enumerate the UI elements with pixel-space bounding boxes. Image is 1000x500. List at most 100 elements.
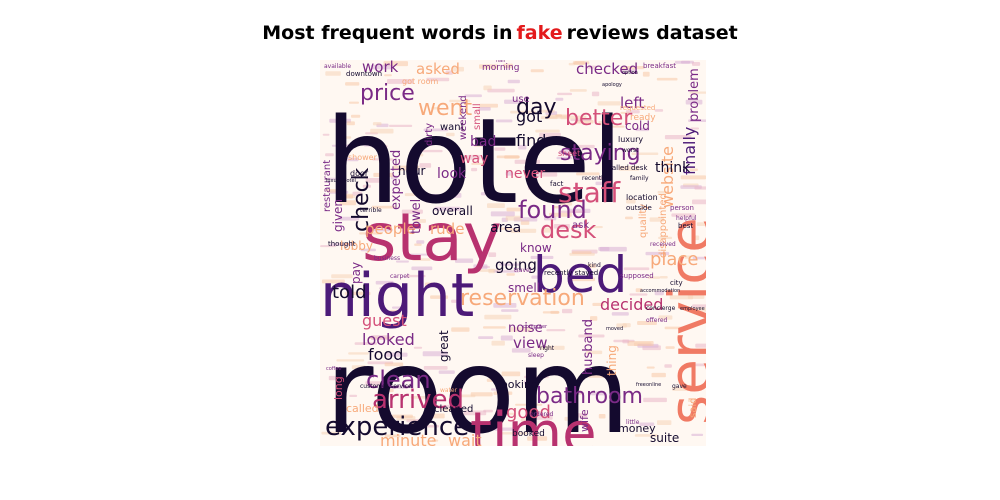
word-rude: rude [430, 220, 464, 238]
word-cloud: hotel room stay night time service bed check sta… [320, 60, 706, 446]
word-never: never [505, 166, 545, 182]
word-location: location [626, 193, 658, 202]
word-reservation: reservation [460, 286, 585, 311]
word-hour: hour [398, 164, 426, 178]
word-look: look [437, 166, 467, 182]
word-people: people [365, 220, 416, 238]
word-clean: clean [366, 366, 431, 394]
word-moved: moved [606, 326, 623, 332]
word-kind: kind [588, 262, 601, 269]
word-looked: looked [362, 330, 415, 349]
word-worst: worst [622, 147, 639, 154]
title-suffix: reviews dataset [566, 22, 738, 44]
word-quality: quality [638, 204, 649, 238]
word-know: know [520, 241, 552, 255]
word-night: night [320, 261, 474, 331]
word-good: good [506, 402, 551, 423]
word-thought: thought [328, 240, 356, 248]
word-finally: finally [680, 127, 699, 175]
word-stay: stay [362, 199, 502, 276]
word-left: left [620, 94, 644, 112]
word-way: way [460, 151, 488, 167]
word-given: given [331, 199, 345, 232]
word-city: city [670, 279, 683, 287]
word-gave: gave [672, 383, 687, 390]
word-minute: minute [380, 431, 436, 446]
word-checked: checked [576, 60, 638, 78]
word-decided: decided [600, 295, 663, 314]
word-hair: hair [496, 60, 507, 64]
word-better: better [565, 106, 633, 131]
word-restaurant: restaurant [322, 160, 333, 212]
word-door: door [350, 169, 369, 178]
word-day: day [516, 95, 556, 120]
word-called-desk: called desk [608, 164, 648, 172]
word-view: view [513, 334, 548, 352]
word-sheet: sheet [558, 149, 580, 158]
word-carpet: carpet [390, 273, 410, 280]
word-helpful: helpful [676, 215, 697, 222]
word-told: told [332, 282, 367, 303]
word-thing: thing [605, 345, 619, 376]
word-money: money [618, 422, 656, 435]
word-terrible: terrible [360, 207, 382, 214]
word-called: called [346, 402, 379, 415]
word-cold: cold [625, 119, 650, 133]
word-cleaned: cleaned [434, 404, 473, 415]
word-computer: computer [523, 324, 548, 330]
word-got: got [516, 107, 542, 126]
word-service: service [656, 217, 706, 425]
word-weekend: weekend [458, 95, 469, 140]
word-ready: ready [630, 113, 656, 123]
word-desk: desk [540, 216, 597, 244]
word-recently-stayed: recently stayed [544, 269, 598, 277]
word-ordered: ordered [530, 411, 554, 418]
word-online: online [646, 382, 661, 388]
word-small: small [472, 103, 483, 130]
word-husband: husband [581, 319, 596, 375]
word-found: found [518, 196, 587, 224]
word-shower: shower [348, 153, 378, 162]
word-coffee: coffee [326, 366, 341, 372]
word-lobby: lobby [340, 239, 373, 253]
word-outside: outside [626, 204, 652, 212]
word-going: going [495, 256, 537, 274]
word-place: place [650, 249, 698, 270]
word-downtown: downtown [346, 70, 382, 78]
word-luxury: luxury [618, 135, 643, 144]
word-sleep: sleep [528, 352, 544, 359]
word-towel: towel [409, 199, 424, 234]
word-work: work [362, 60, 399, 76]
word-offered: offered [646, 317, 668, 324]
word-check: check [349, 167, 374, 232]
word-said: said [688, 398, 699, 418]
word-water: water [440, 387, 458, 394]
word-smell: smell [508, 281, 540, 295]
word-person: person [670, 204, 694, 212]
word-option: option [622, 70, 638, 76]
word-problem: problem [687, 68, 702, 122]
chart-title: Most frequent words in fake reviews datase… [0, 22, 1000, 44]
word-luxury-hotel: luxury hotel [326, 178, 356, 184]
word-customer-service: customer service [360, 383, 412, 390]
word-morning: morning [482, 63, 519, 73]
word-food: food [368, 345, 403, 364]
word-dirty: dirty [424, 123, 435, 146]
word-arrived: arrived [372, 385, 464, 415]
word-booked: booked [512, 429, 545, 439]
word-went: went [418, 96, 472, 121]
word-supposed: supposed [620, 272, 654, 280]
word-find: find [516, 131, 546, 150]
word-travel: travel [514, 267, 532, 274]
word-wife: wife [578, 409, 591, 432]
word-experience: experience [325, 412, 469, 442]
word-want: want [440, 122, 465, 133]
background-texture [320, 60, 706, 442]
word-little: little [626, 419, 640, 426]
word-family: family [630, 175, 649, 182]
word-time: time [470, 401, 597, 446]
word-available: available [324, 63, 351, 70]
word-asked: asked [416, 60, 460, 78]
word-accommodation: accommodation [640, 288, 680, 294]
